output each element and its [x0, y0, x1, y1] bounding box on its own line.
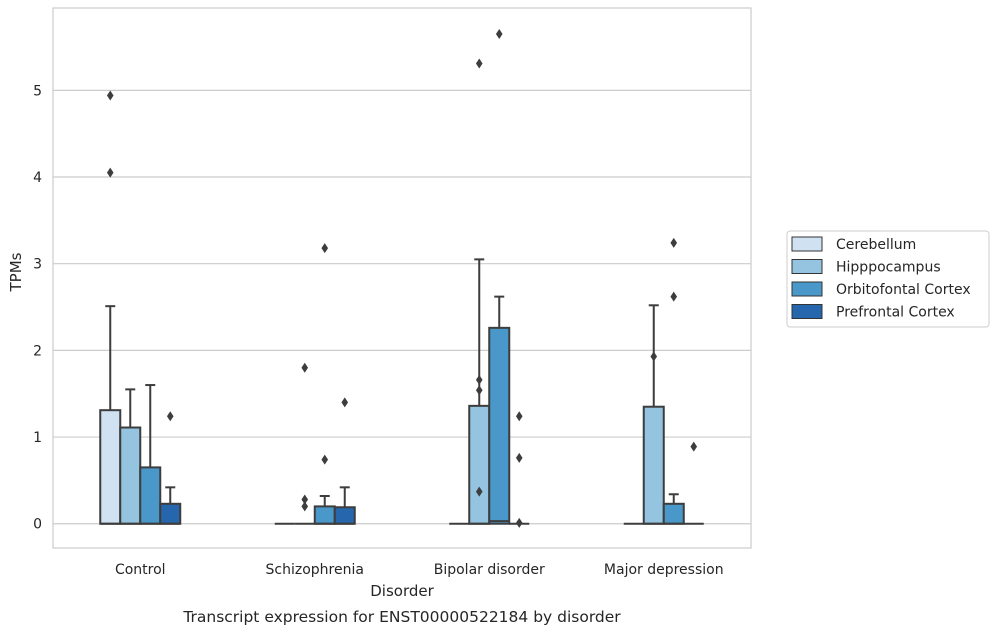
- x-tick-label: Schizophrenia: [266, 562, 364, 578]
- legend-swatch: [791, 304, 823, 319]
- y-tick-label: 1: [33, 430, 42, 446]
- x-tick-label: Bipolar disorder: [434, 562, 545, 578]
- box-2-1: [313, 243, 336, 525]
- outlier-point: [475, 58, 483, 69]
- x-axis-label: Disorder: [370, 582, 434, 600]
- x-tick-label: Control: [115, 562, 166, 578]
- outlier-point: [670, 291, 678, 302]
- outlier-point: [495, 29, 503, 40]
- box-body: [139, 466, 162, 525]
- box-body: [119, 426, 142, 525]
- box-body: [468, 404, 491, 525]
- chart-title: Transcript expression for ENST0000052218…: [182, 608, 621, 626]
- box-3-2: [509, 411, 530, 528]
- y-tick-labels: 0 1 2 3 4 5: [33, 83, 42, 532]
- box-body: [159, 502, 182, 525]
- outlier-point: [475, 385, 483, 396]
- outlier-point: [301, 494, 309, 505]
- legend-label: Hipppocampus: [836, 260, 941, 276]
- box-3-0: [159, 411, 182, 525]
- box-body: [488, 326, 511, 525]
- box-body: [662, 502, 685, 525]
- outlier-point: [301, 501, 309, 512]
- outlier-point: [515, 411, 523, 422]
- outlier-point: [106, 167, 114, 178]
- legend-swatch: [791, 236, 823, 252]
- box-1-2: [468, 58, 491, 525]
- outlier-point: [515, 452, 523, 463]
- box-body: [333, 506, 356, 525]
- legend-swatch: [791, 281, 823, 297]
- box-2-3: [662, 237, 685, 525]
- box-1-1: [294, 362, 315, 525]
- y-tick-label: 2: [33, 343, 42, 359]
- legend: Cerebellum Hipppocampus Orbitofontal Corte…: [786, 230, 990, 328]
- box-2-2: [488, 29, 511, 525]
- plot-frame: [52, 7, 752, 549]
- box-body: [99, 409, 122, 525]
- legend-swatch: [791, 259, 823, 274]
- outlier-point: [475, 374, 483, 385]
- legend-label: Prefrontal Cortex: [836, 305, 955, 321]
- outlier-point: [670, 237, 678, 248]
- box-body: [642, 405, 665, 525]
- box-3-1: [333, 397, 356, 525]
- legend-label: Cerebellum: [836, 237, 916, 253]
- box-plot-area: [99, 29, 704, 528]
- outlier-point: [341, 397, 349, 408]
- outlier-point: [321, 454, 329, 465]
- y-tick-label: 4: [33, 170, 42, 186]
- y-tick-label: 0: [33, 517, 42, 533]
- box-body: [313, 505, 336, 525]
- box-1-3: [642, 304, 665, 525]
- legend-label: Orbitofontal Cortex: [836, 282, 971, 298]
- x-tick-label: Major depression: [604, 562, 724, 578]
- outlier-point: [690, 441, 698, 452]
- y-axis-label: TPMs: [7, 252, 25, 292]
- box-2-0: [139, 384, 162, 525]
- y-tick-label: 3: [33, 257, 42, 273]
- y-tick-label: 5: [33, 83, 42, 99]
- outlier-point: [475, 486, 483, 497]
- outlier-point: [106, 90, 114, 101]
- box-0-0: [99, 90, 122, 525]
- legend-frame: [786, 230, 990, 328]
- outlier-point: [515, 517, 523, 528]
- outlier-point: [166, 411, 174, 422]
- outlier-point: [301, 362, 309, 373]
- outlier-point: [321, 243, 329, 254]
- x-tick-labels: Control Schizophrenia Bipolar disorder Majo…: [115, 562, 724, 578]
- box-3-3: [683, 441, 704, 525]
- box-1-0: [119, 388, 142, 525]
- outlier-point: [650, 351, 658, 362]
